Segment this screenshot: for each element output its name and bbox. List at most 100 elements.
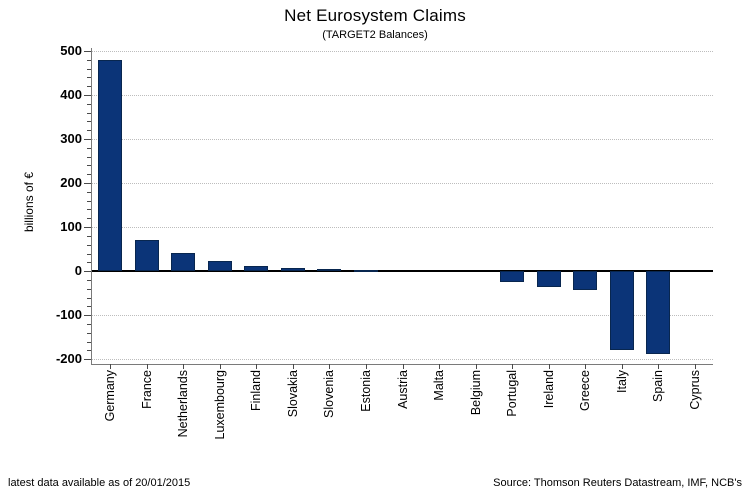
y-minor-tick <box>87 218 91 220</box>
x-tick-finland <box>256 364 258 369</box>
y-minor-tick <box>87 341 91 343</box>
bar-luxembourg <box>207 261 232 272</box>
bar-slovenia <box>317 269 342 272</box>
x-tick-ireland <box>548 364 550 369</box>
y-minor-tick <box>87 191 91 193</box>
x-tick-malta <box>439 364 441 369</box>
y-minor-tick <box>87 288 91 290</box>
y-major-tick <box>84 95 91 97</box>
x-tick-spain <box>658 364 660 369</box>
x-tick-belgium <box>475 364 477 369</box>
y-minor-tick <box>87 130 91 132</box>
bar-finland <box>244 265 269 272</box>
y-minor-tick <box>87 112 91 114</box>
bar-portugal <box>500 271 525 282</box>
y-minor-tick <box>87 235 91 237</box>
x-tick-portugal <box>512 364 514 369</box>
y-tick-label-0: 0 <box>74 263 82 279</box>
plot-area <box>91 48 713 365</box>
y-minor-tick <box>87 156 91 158</box>
x-tick-label-spain: Spain <box>651 370 666 402</box>
bar-greece <box>573 271 598 291</box>
y-minor-tick <box>87 262 91 264</box>
x-tick-italy <box>621 364 623 369</box>
y-minor-tick <box>87 323 91 325</box>
y-minor-tick <box>87 165 91 167</box>
y-minor-tick <box>87 332 91 334</box>
bar-ireland <box>536 271 561 288</box>
y-tick-label-400: 400 <box>60 87 82 103</box>
x-tick-label-netherlands: Netherlands <box>176 370 191 438</box>
x-tick-luxembourg <box>219 364 221 369</box>
x-tick-label-malta: Malta <box>432 370 447 401</box>
chart-title: Net Eurosystem Claims <box>284 6 466 25</box>
y-minor-tick <box>87 147 91 149</box>
y-major-tick <box>84 359 91 361</box>
x-tick-label-ireland: Ireland <box>541 370 556 409</box>
x-tick-germany <box>110 364 112 369</box>
bar-germany <box>98 59 123 272</box>
x-tick-france <box>146 364 148 369</box>
x-tick-austria <box>402 364 404 369</box>
y-minor-tick <box>87 350 91 352</box>
gridline-y--200 <box>92 359 713 361</box>
y-minor-tick <box>87 77 91 79</box>
y-major-tick <box>84 271 91 273</box>
gridline-y-400 <box>92 95 713 97</box>
x-tick-label-luxembourg: Luxembourg <box>212 370 227 440</box>
x-tick-label-belgium: Belgium <box>468 370 483 416</box>
y-minor-tick <box>87 306 91 308</box>
y-minor-tick <box>87 244 91 246</box>
y-minor-tick <box>87 103 91 105</box>
y-tick-label--100: -100 <box>55 307 82 323</box>
x-tick-label-france: France <box>139 370 154 409</box>
y-axis-title: billions of € <box>22 172 36 233</box>
x-tick-cyprus <box>694 364 696 369</box>
y-major-tick <box>84 315 91 317</box>
x-tick-label-cyprus: Cyprus <box>687 370 702 410</box>
y-tick-label-300: 300 <box>60 131 82 147</box>
bar-slovakia <box>280 268 305 272</box>
y-tick-label-200: 200 <box>60 175 82 191</box>
y-tick-label-500: 500 <box>60 43 82 58</box>
y-tick-label-100: 100 <box>60 219 82 235</box>
y-major-tick <box>84 51 91 52</box>
bar-spain <box>646 271 671 354</box>
x-tick-greece <box>585 364 587 369</box>
y-minor-tick <box>87 174 91 176</box>
x-tick-label-slovakia: Slovakia <box>285 370 300 418</box>
bar-estonia <box>353 270 378 273</box>
x-axis-line <box>91 364 713 365</box>
x-tick-label-slovenia: Slovenia <box>322 370 337 418</box>
gridline-y--100 <box>92 315 713 317</box>
y-minor-tick <box>87 279 91 281</box>
y-minor-tick <box>87 209 91 211</box>
x-tick-slovenia <box>329 364 331 369</box>
x-tick-label-estonia: Estonia <box>358 370 373 412</box>
x-tick-label-greece: Greece <box>578 370 593 411</box>
y-major-tick <box>84 139 91 141</box>
y-axis-line <box>91 48 92 364</box>
y-minor-tick <box>87 59 91 61</box>
y-minor-tick <box>87 68 91 70</box>
x-tick-netherlands <box>183 364 185 369</box>
gridline-y-100 <box>92 227 713 229</box>
y-major-tick <box>84 227 91 229</box>
y-major-tick <box>84 183 91 185</box>
footer-source: Source: Thomson Reuters Datastream, IMF,… <box>493 477 742 489</box>
bar-italy <box>609 271 634 350</box>
bar-netherlands <box>171 252 196 272</box>
y-tick-label--200: -200 <box>55 351 82 367</box>
y-minor-tick <box>87 297 91 299</box>
x-tick-estonia <box>365 364 367 369</box>
x-tick-label-austria: Austria <box>395 370 410 409</box>
x-tick-label-italy: Italy <box>614 370 629 393</box>
chart-subtitle: (TARGET2 Balances) <box>322 29 428 41</box>
x-tick-label-germany: Germany <box>103 370 118 422</box>
x-tick-slovakia <box>292 364 294 369</box>
bar-france <box>134 239 159 272</box>
y-minor-tick <box>87 253 91 255</box>
y-minor-tick <box>87 86 91 88</box>
x-tick-label-finland: Finland <box>249 370 264 411</box>
